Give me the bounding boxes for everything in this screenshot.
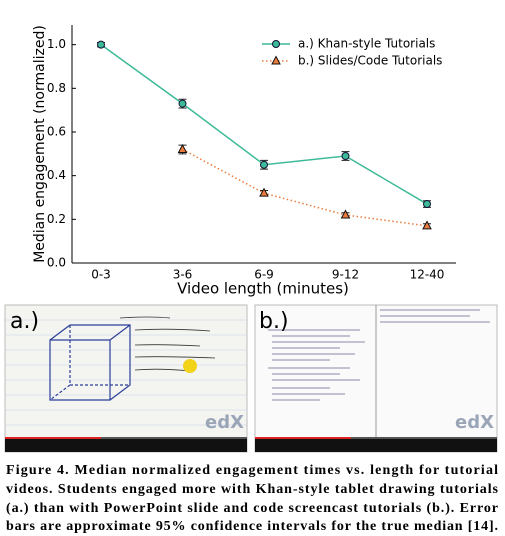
marker xyxy=(259,187,269,197)
caption-line: (a.) than with PowerPoint slide and code… xyxy=(6,501,498,516)
series-line xyxy=(100,44,428,205)
marker xyxy=(423,200,431,209)
marker xyxy=(177,143,188,153)
legend-label: a.) Khan-style Tutorials xyxy=(298,37,435,51)
marker xyxy=(178,99,187,108)
y-tick-label: 0.4 xyxy=(47,168,66,182)
logo: edX xyxy=(205,412,244,433)
screenshot-a: a.) edX xyxy=(4,304,248,453)
x-tick-label: 9-12 xyxy=(332,268,359,282)
y-axis-label: Median engagement (normalized) xyxy=(32,25,48,263)
panel-label: a.) xyxy=(10,309,39,334)
panel-label: b.) xyxy=(259,309,289,334)
x-tick-label: 0-3 xyxy=(91,268,111,282)
marker xyxy=(340,209,351,219)
logo: edX xyxy=(455,412,494,433)
y-tick-label: 0.0 xyxy=(47,256,66,270)
marker xyxy=(422,220,432,230)
screenshot-b: b.) edX xyxy=(254,304,498,453)
x-tick-label: 12-40 xyxy=(410,268,445,282)
y-tick-label: 0.8 xyxy=(47,81,66,95)
legend-marker xyxy=(272,40,280,48)
x-tick-label: 3-6 xyxy=(173,268,193,282)
x-axis-label: Video length (minutes) xyxy=(177,280,349,298)
caption-line: videos. Students engaged more with Khan-… xyxy=(6,482,499,497)
y-tick-label: 0.6 xyxy=(47,124,66,138)
legend-label: b.) Slides/Code Tutorials xyxy=(298,54,442,68)
caption-line: bars are approximate 95% confidence inte… xyxy=(6,519,498,534)
legend-marker xyxy=(271,55,281,65)
caption-line: Figure 4. Median normalized engagement t… xyxy=(6,463,498,478)
marker xyxy=(260,160,268,169)
marker xyxy=(341,152,350,161)
y-tick-label: 1.0 xyxy=(47,37,66,51)
marker xyxy=(97,40,105,49)
x-tick-label: 6-9 xyxy=(254,268,274,282)
y-tick-label: 0.2 xyxy=(47,212,66,226)
